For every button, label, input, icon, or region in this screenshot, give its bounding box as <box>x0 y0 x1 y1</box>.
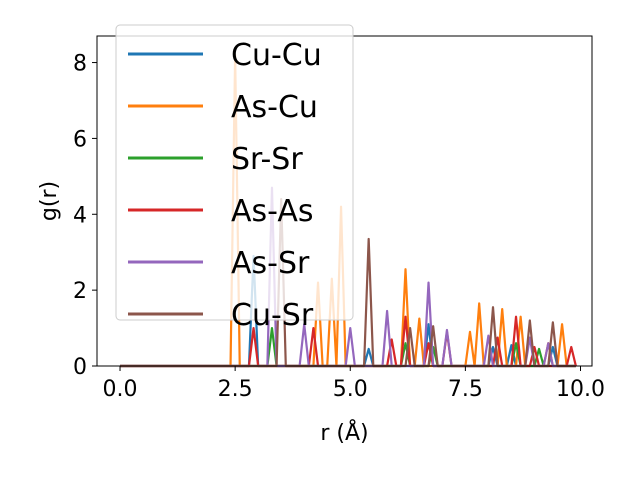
y-tick-label: 0 <box>73 355 87 380</box>
y-tick-label: 2 <box>73 279 87 304</box>
legend-box <box>115 24 354 321</box>
x-tick-label: 5.0 <box>333 377 368 402</box>
x-tick-label: 0.0 <box>103 377 138 402</box>
y-tick-label: 4 <box>73 203 87 228</box>
legend-label-sr-sr: Sr-Sr <box>231 142 303 177</box>
y-tick-label: 6 <box>73 127 87 152</box>
x-tick-label: 7.5 <box>448 377 483 402</box>
x-tick-label: 10.0 <box>556 377 605 402</box>
legend: Cu-Cu As-Cu Sr-Sr As-As As-Sr Cu-Sr <box>115 24 354 333</box>
legend-label-as-sr: As-Sr <box>231 246 310 281</box>
y-axis-label: g(r) <box>37 181 62 221</box>
x-axis-label: r (Å) <box>320 419 368 446</box>
legend-label-as-cu: As-Cu <box>231 90 318 125</box>
y-axis: 0 2 4 6 8 <box>73 52 97 380</box>
legend-label-cu-cu: Cu-Cu <box>231 38 322 73</box>
legend-label-cu-sr: Cu-Sr <box>231 298 314 333</box>
y-tick-label: 8 <box>73 52 87 77</box>
x-tick-label: 2.5 <box>218 377 253 402</box>
legend-label-as-as: As-As <box>231 194 313 229</box>
x-axis: 0.0 2.5 5.0 7.5 10.0 <box>103 366 605 402</box>
